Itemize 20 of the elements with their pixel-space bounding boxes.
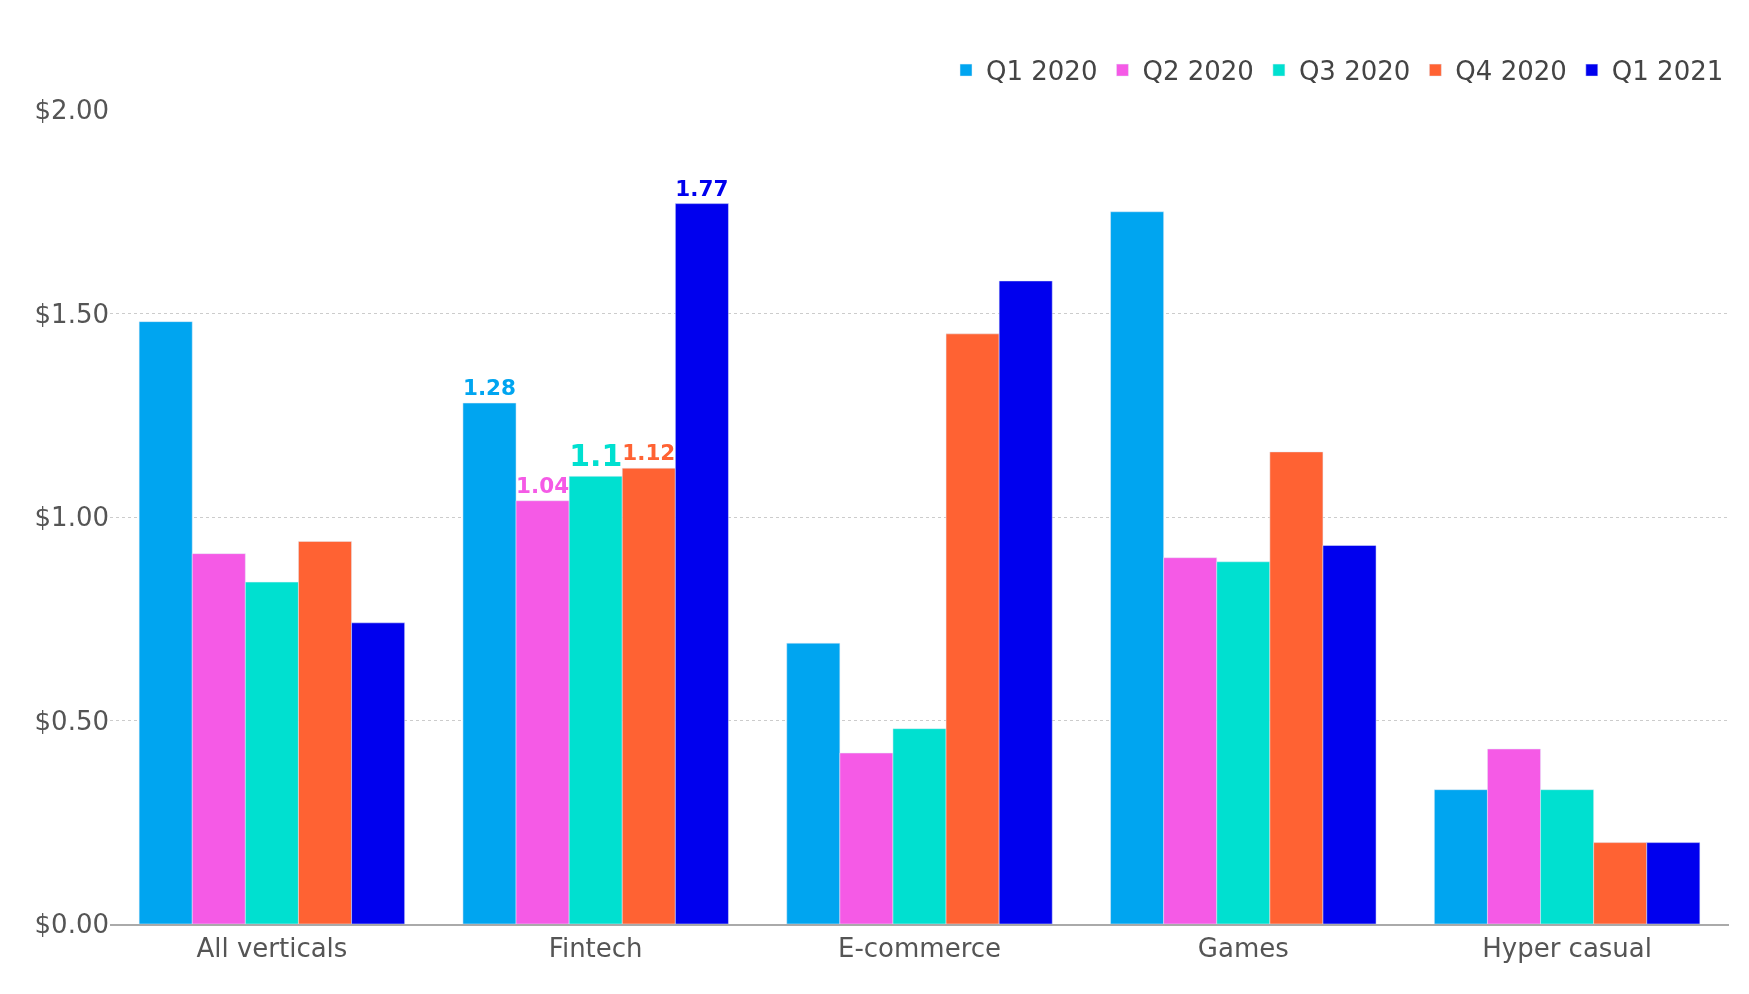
y-tick-label: $1.50	[34, 298, 109, 329]
y-tick-label: $1.00	[34, 502, 109, 533]
x-tick-label: Fintech	[548, 933, 643, 964]
x-tick-label: All verticals	[196, 933, 348, 964]
x-tick-label: Games	[1197, 933, 1289, 964]
x-tick-label: E-commerce	[837, 933, 1002, 964]
data-label: 1.77	[675, 175, 729, 201]
x-tick-label: Hyper casual	[1482, 933, 1653, 964]
legend-label: Q2 2020	[1142, 56, 1254, 87]
legend-label: Q1 2020	[986, 56, 1098, 87]
y-tick-label: $2.00	[34, 95, 109, 126]
data-label: 1.1	[569, 438, 623, 474]
legend-label: Q1 2021	[1611, 56, 1724, 87]
data-label: 1.28	[462, 375, 517, 401]
y-tick-label: $0.50	[34, 705, 109, 736]
legend-label: Q3 2020	[1298, 56, 1411, 87]
data-label: 1.04	[516, 472, 570, 498]
y-tick-label: $0.00	[34, 909, 109, 940]
data-label: 1.12	[622, 440, 676, 466]
legend-label: Q4 2020	[1455, 56, 1567, 87]
